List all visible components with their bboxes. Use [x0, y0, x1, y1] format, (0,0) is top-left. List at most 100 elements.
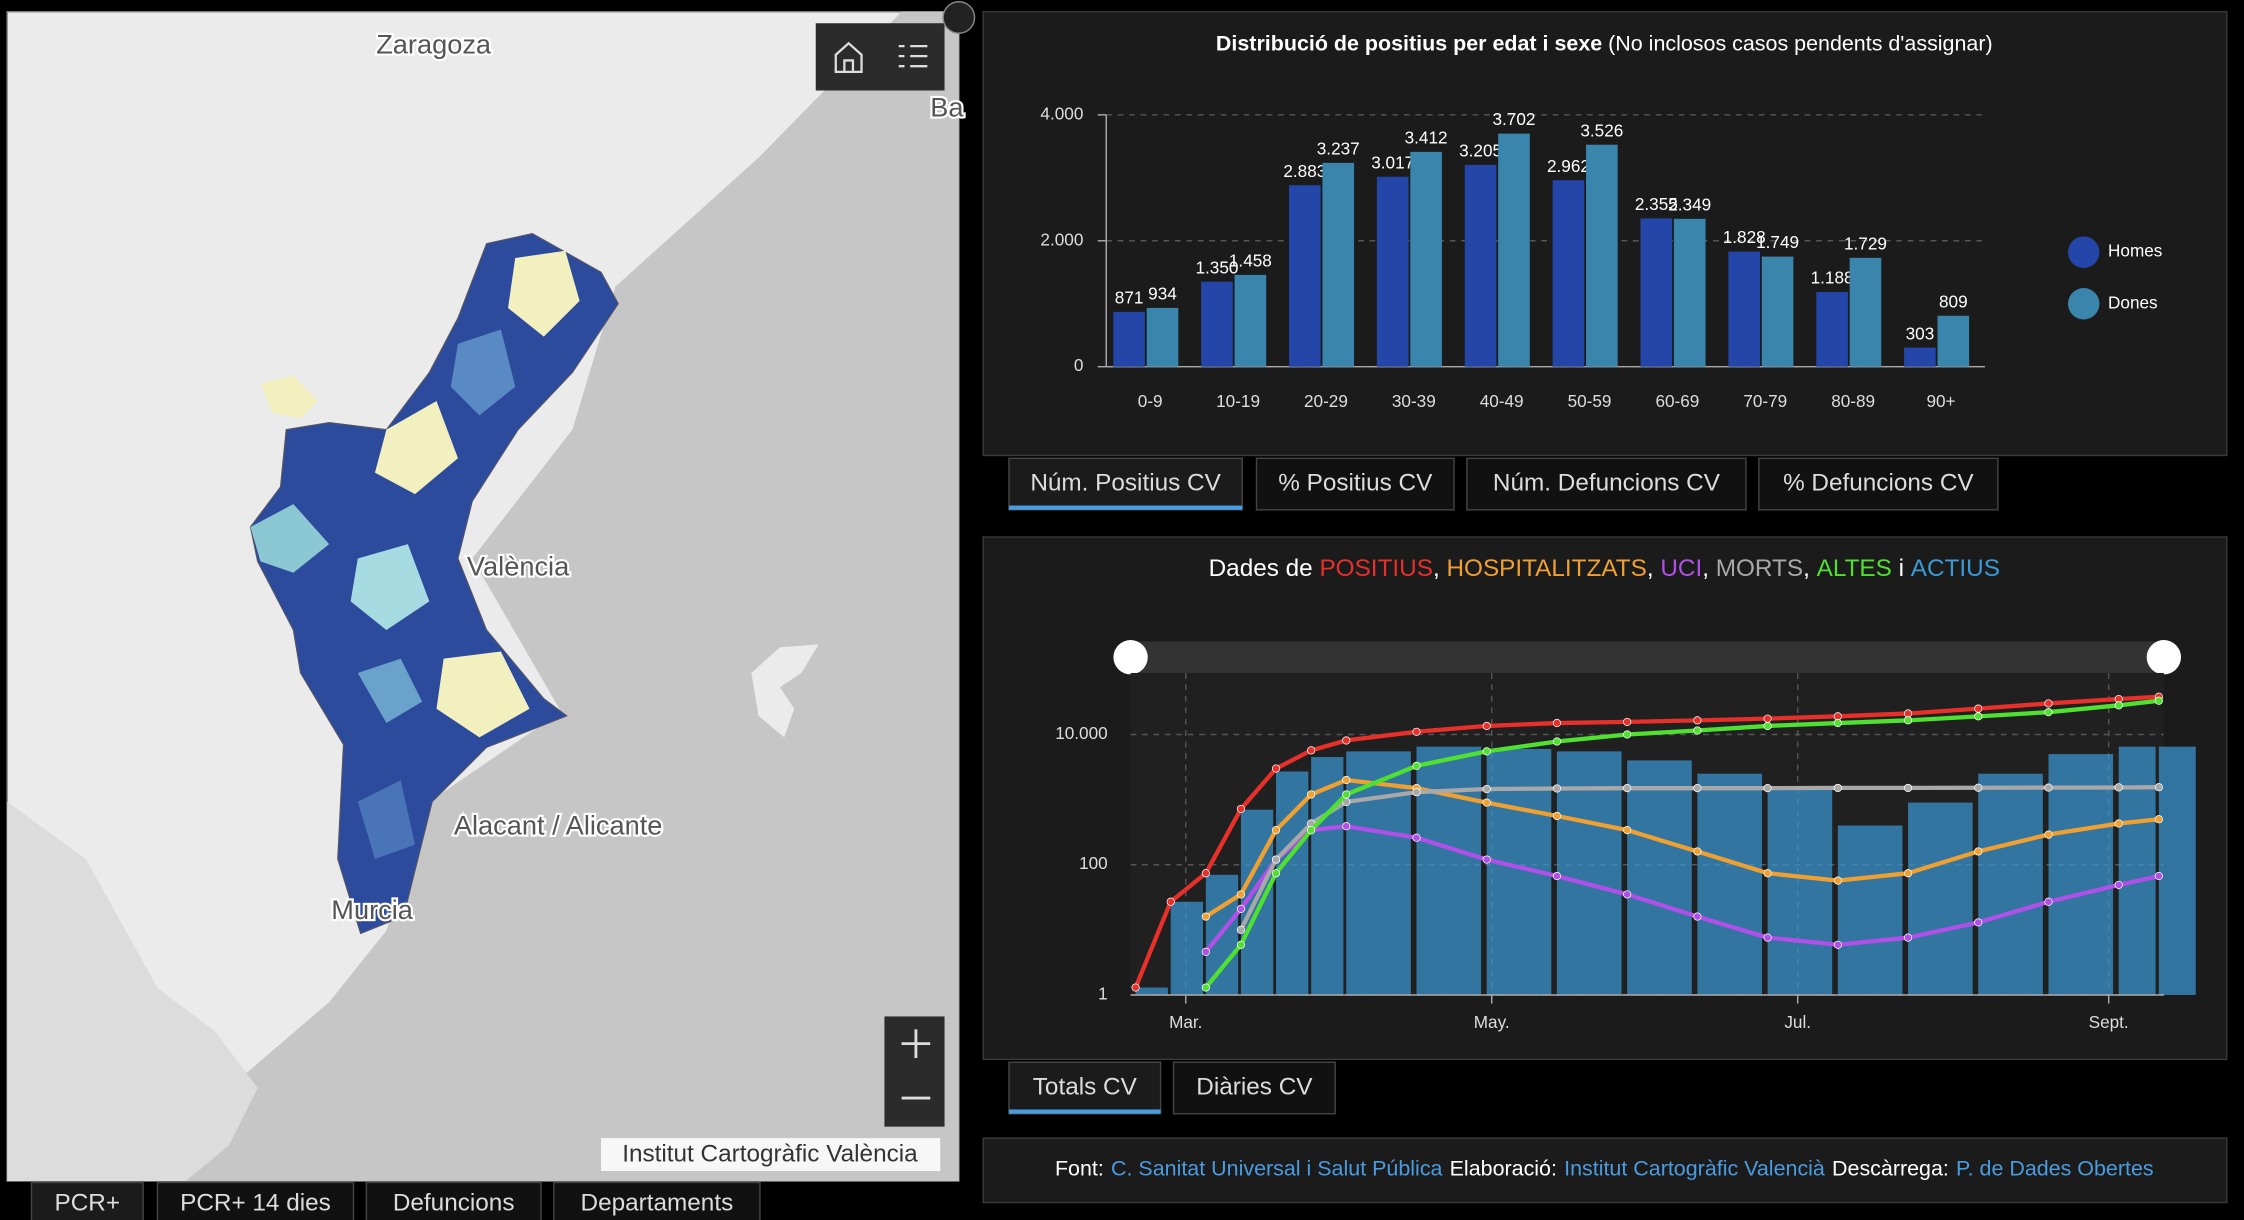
- point: [1307, 790, 1316, 799]
- point: [1974, 783, 1983, 792]
- home-button[interactable]: [834, 41, 863, 74]
- point: [1412, 727, 1421, 736]
- tab[interactable]: [1255, 457, 1455, 511]
- footer-link[interactable]: Institut Cartogràfic Valencià: [1564, 1156, 1825, 1180]
- tab-label[interactable]: Diàries CV: [1196, 1073, 1313, 1100]
- tab-label[interactable]: % Positius CV: [1278, 469, 1433, 496]
- tab-label[interactable]: Defuncions: [393, 1189, 515, 1216]
- bar: [1276, 771, 1309, 995]
- point: [1342, 775, 1351, 785]
- point: [1552, 811, 1562, 821]
- point: [1131, 983, 1140, 992]
- point: [1236, 940, 1246, 949]
- bar: [1552, 180, 1585, 367]
- tab[interactable]: [156, 1181, 355, 1220]
- tab[interactable]: [30, 1181, 144, 1220]
- value-label: 3.237: [1317, 139, 1360, 159]
- point: [1833, 940, 1842, 949]
- tab[interactable]: [1172, 1061, 1336, 1115]
- bar: [1135, 987, 1168, 995]
- x-tick-label: 40-49: [1480, 391, 1524, 411]
- bar: [1311, 757, 1344, 995]
- point: [2044, 708, 2053, 717]
- expand-button[interactable]: [942, 1, 976, 34]
- point: [2044, 830, 2053, 839]
- point: [1623, 890, 1632, 899]
- x-tick-label: 60-69: [1655, 391, 1699, 411]
- map-area: [260, 375, 318, 419]
- footer-link[interactable]: P. de Dades Obertes: [1956, 1156, 2154, 1180]
- value-label: 2.962: [1547, 156, 1590, 176]
- point: [1693, 726, 1702, 735]
- point: [2154, 783, 2163, 792]
- point: [1623, 717, 1632, 726]
- bar: [1816, 291, 1848, 367]
- point: [1271, 764, 1281, 773]
- point: [1201, 869, 1210, 878]
- layers-button[interactable]: [898, 44, 928, 68]
- value-label: 1.828: [1723, 227, 1766, 247]
- footer-link[interactable]: C. Sanitat Universal i Salut Pública: [1111, 1156, 1443, 1180]
- tab-label[interactable]: Departaments: [581, 1189, 734, 1216]
- point: [2114, 819, 2123, 828]
- point: [1763, 784, 1772, 793]
- tab-label[interactable]: PCR+ 14 dies: [180, 1189, 331, 1216]
- bar: [1640, 218, 1673, 367]
- range-slider[interactable]: [1130, 641, 2164, 673]
- zoom-in[interactable]: [901, 1029, 931, 1058]
- point: [1271, 855, 1281, 864]
- footer-panel: [982, 1137, 2228, 1204]
- bar: [1837, 825, 1903, 995]
- point: [1166, 897, 1175, 906]
- bar: [1728, 251, 1761, 367]
- value-label: 3.017: [1371, 152, 1414, 172]
- point: [1412, 788, 1421, 797]
- legend-label: UCI: [1660, 555, 1702, 582]
- point: [1552, 718, 1562, 728]
- tab[interactable]: [365, 1181, 542, 1220]
- tab[interactable]: [1008, 457, 1243, 511]
- point: [1482, 721, 1491, 731]
- point: [1693, 784, 1702, 793]
- point: [1552, 737, 1562, 746]
- point: [1342, 790, 1351, 799]
- slider-handle[interactable]: [2146, 640, 2182, 675]
- map-terrain: [7, 801, 258, 1182]
- tab[interactable]: [1466, 457, 1747, 511]
- tab-indicator: [1008, 505, 1243, 510]
- slider-handle[interactable]: [1113, 640, 1148, 675]
- bar: [1410, 151, 1442, 367]
- chart-title: Dades de POSITIUS, HOSPITALITZATS, UCI, …: [1209, 555, 2000, 582]
- y-tick-label: 2.000: [1040, 229, 1083, 249]
- map[interactable]: Zaragoza València Alacant / Alicante Mur…: [6, 11, 967, 1182]
- x-tick-label: 0-9: [1138, 391, 1163, 411]
- legend-label: ACTIUS: [1911, 555, 2000, 582]
- x-tick-label: 20-29: [1304, 391, 1348, 411]
- tab-label[interactable]: PCR+: [55, 1189, 121, 1216]
- point: [1763, 933, 1772, 942]
- point: [1833, 718, 1842, 728]
- city-label: Murcia: [331, 894, 413, 925]
- map-area: [350, 544, 430, 631]
- legend-label: Dones: [2108, 292, 2158, 312]
- tab[interactable]: [553, 1181, 761, 1220]
- tab-label[interactable]: % Defuncions CV: [1783, 469, 1974, 496]
- tab[interactable]: [1758, 457, 1999, 511]
- map-area: [450, 329, 516, 416]
- tab-label[interactable]: Núm. Positius CV: [1030, 469, 1221, 496]
- y-tick-label: 100: [1079, 853, 1108, 873]
- point: [2044, 897, 2053, 906]
- city-label: Alacant / Alicante: [454, 810, 663, 841]
- point: [2114, 783, 2123, 792]
- point: [1552, 784, 1562, 793]
- legend-label: MORTS: [1716, 555, 1803, 582]
- title-part: ,: [1647, 555, 1661, 582]
- y-tick-label: 10.000: [1055, 723, 1107, 743]
- bar: [2048, 754, 2114, 995]
- tab-label[interactable]: Totals CV: [1033, 1073, 1138, 1100]
- point: [1623, 826, 1632, 835]
- point: [1903, 709, 1913, 718]
- point: [2114, 880, 2123, 889]
- tab-label[interactable]: Núm. Defuncions CV: [1493, 469, 1721, 496]
